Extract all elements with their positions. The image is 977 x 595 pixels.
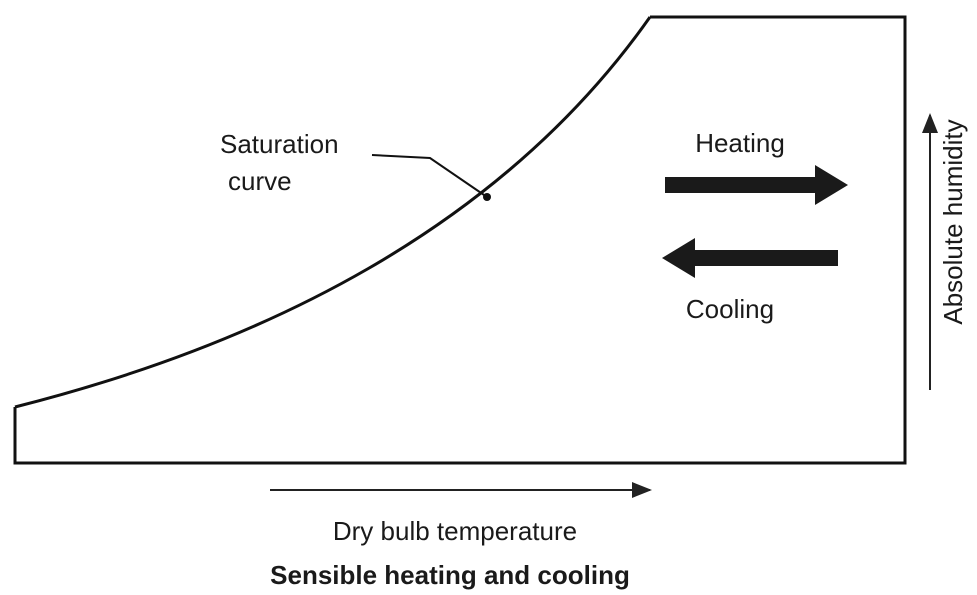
- cooling-arrow: [690, 250, 838, 266]
- cooling-arrowhead: [662, 238, 695, 278]
- curve-point: [483, 193, 491, 201]
- heating-label: Heating: [695, 128, 785, 158]
- heating-arrowhead: [815, 165, 848, 205]
- leader-line: [371, 154, 488, 198]
- heating-arrow: [665, 177, 820, 193]
- saturation-label: curve: [228, 166, 292, 196]
- saturation-curve: [14, 16, 652, 409]
- y-axis-label: Absolute humidity: [938, 119, 968, 324]
- caption: Sensible heating and cooling: [270, 560, 630, 590]
- cooling-label: Cooling: [686, 294, 774, 324]
- chart-outline: [13, 15, 907, 465]
- saturation-label: Saturation: [220, 129, 339, 159]
- x-axis-label: Dry bulb temperature: [333, 516, 577, 546]
